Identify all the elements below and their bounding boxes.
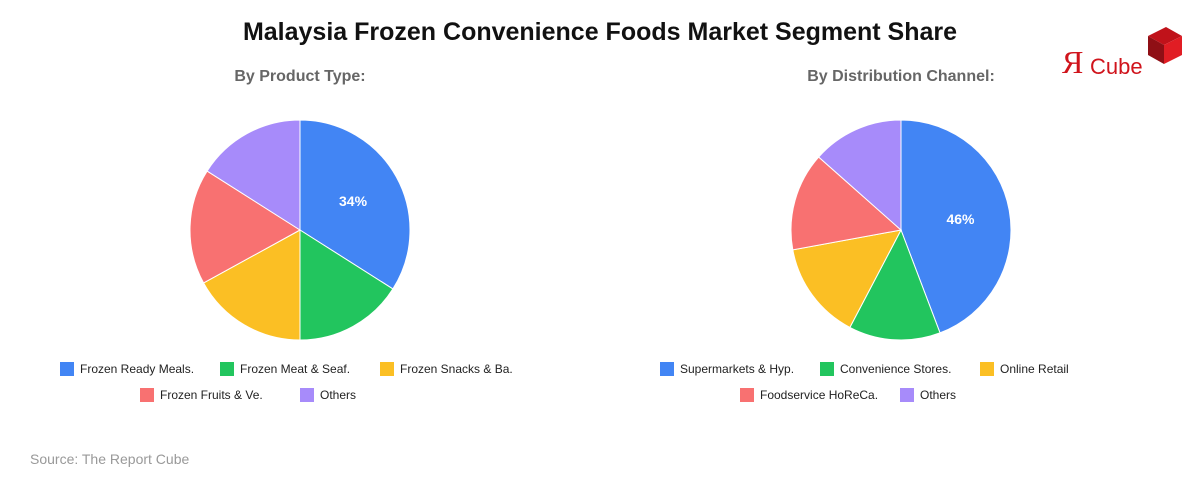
pie-slice-foodservice-horeca[interactable] <box>790 156 903 251</box>
legend-product-type: Frozen Ready Meals. Frozen Meat & Seaf. … <box>60 360 540 410</box>
pie-slice-frozen-snacks-ba[interactable] <box>202 229 301 341</box>
legend-label: Frozen Meat & Seaf. <box>240 362 351 376</box>
pie-slice-data-label: 46% <box>946 211 975 227</box>
pie-slice-frozen-ready-meals[interactable] <box>299 119 411 290</box>
legend-label: Online Retail <box>1000 362 1069 376</box>
legend-item-frozen-ready-meals[interactable]: Frozen Ready Meals. <box>60 362 194 376</box>
pie-slice-others[interactable] <box>817 119 902 232</box>
pie-slice-others[interactable] <box>206 119 301 231</box>
legend-item-frozen-meat-seafood[interactable]: Frozen Meat & Seaf. <box>220 362 350 376</box>
legend-swatch <box>220 362 234 376</box>
legend-swatch <box>380 362 394 376</box>
pie-slice-convenience-stores[interactable] <box>849 228 941 341</box>
brand-logo: Я Cube <box>1062 24 1184 84</box>
pie-slice-online-retail[interactable] <box>792 229 902 329</box>
legend-swatch <box>740 388 754 402</box>
pie-slice-frozen-fruits-ve[interactable] <box>189 170 301 284</box>
source-note: Source: The Report Cube <box>30 451 190 467</box>
legend-label: Frozen Ready Meals. <box>80 362 195 376</box>
legend-swatch <box>820 362 834 376</box>
legend-item-frozen-fruits-veg[interactable]: Frozen Fruits & Ve. <box>140 388 263 402</box>
legend-item-frozen-snacks[interactable]: Frozen Snacks & Ba. <box>380 362 513 376</box>
legend-swatch <box>60 362 74 376</box>
legend-item-convenience-stores[interactable]: Convenience Stores. <box>820 362 951 376</box>
legend-label: Others <box>320 388 357 402</box>
legend-distribution-channel: Supermarkets & Hyp. Convenience Stores. … <box>660 360 1140 410</box>
legend-item-online-retail[interactable]: Online Retail <box>980 362 1069 376</box>
legend-swatch <box>300 388 314 402</box>
legend-item-supermarkets[interactable]: Supermarkets & Hyp. <box>660 362 794 376</box>
legend-label: Frozen Snacks & Ba. <box>400 362 513 376</box>
legend-label: Foodservice HoReCa. <box>760 388 879 402</box>
legend-swatch <box>140 388 154 402</box>
pie-slice-data-label: 34% <box>339 193 368 209</box>
cube-icon <box>1148 27 1182 64</box>
legend-label: Supermarkets & Hyp. <box>680 362 795 376</box>
legend-item-others[interactable]: Others <box>300 388 356 402</box>
chart-title: Malaysia Frozen Convenience Foods Market… <box>242 18 958 46</box>
legend-item-foodservice[interactable]: Foodservice HoReCa. <box>740 388 878 402</box>
pie-title-product-type: By Product Type: <box>234 68 366 85</box>
legend-swatch <box>900 388 914 402</box>
legend-swatch <box>660 362 674 376</box>
legend-label: Frozen Fruits & Ve. <box>160 388 263 402</box>
logo-wordmark: Cube <box>1090 54 1143 79</box>
legend-label: Convenience Stores. <box>840 362 952 376</box>
legend-label: Others <box>920 388 957 402</box>
legend-item-others[interactable]: Others <box>900 388 956 402</box>
pie-slice-frozen-meat-seaf[interactable] <box>299 229 394 341</box>
pie-title-distribution-channel: By Distribution Channel: <box>807 68 995 85</box>
pie-slice-supermarkets-hyp[interactable] <box>900 119 1012 334</box>
logo-mark: Я <box>1062 44 1084 80</box>
legend-swatch <box>980 362 994 376</box>
